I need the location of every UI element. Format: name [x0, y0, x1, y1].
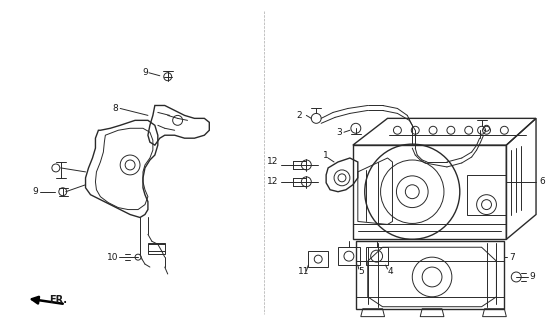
Text: 4: 4 — [387, 267, 393, 276]
Text: 1: 1 — [323, 150, 329, 160]
Text: 7: 7 — [509, 253, 515, 262]
Text: 12: 12 — [267, 157, 278, 166]
Text: 9: 9 — [32, 187, 38, 196]
Text: 6: 6 — [539, 177, 545, 186]
FancyArrowPatch shape — [32, 297, 63, 304]
Text: 12: 12 — [267, 177, 278, 186]
Text: 9: 9 — [529, 272, 535, 282]
Text: 9: 9 — [142, 68, 148, 77]
Text: 3: 3 — [336, 128, 342, 137]
Text: 11: 11 — [299, 267, 310, 276]
Text: 2: 2 — [296, 111, 302, 120]
Text: 10: 10 — [107, 253, 118, 262]
Text: 8: 8 — [113, 104, 118, 113]
Text: 5: 5 — [358, 267, 364, 276]
Text: FR.: FR. — [49, 295, 67, 305]
